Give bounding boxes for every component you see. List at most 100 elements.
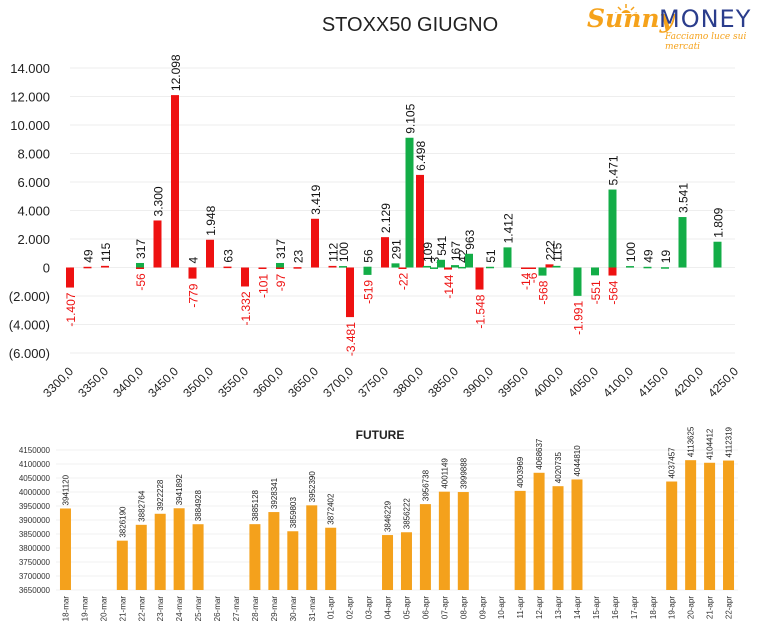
bar — [249, 524, 261, 590]
bar — [83, 266, 92, 269]
bar — [514, 490, 526, 590]
bar — [293, 267, 302, 269]
y-tick-label: 4150000 — [19, 446, 51, 455]
data-label: -564 — [607, 280, 621, 304]
data-label: 222 — [544, 240, 558, 260]
y-tick-label: 3850000 — [19, 530, 51, 539]
x-tick-label: 13-apr — [554, 596, 563, 619]
data-label: 3941892 — [175, 474, 184, 506]
bar — [552, 265, 561, 268]
data-label: 3922228 — [156, 479, 165, 511]
x-tick-label: 3550,0 — [215, 364, 251, 400]
data-label: -101 — [257, 274, 271, 298]
bar — [423, 265, 431, 268]
y-tick-label: 3800000 — [19, 544, 51, 553]
data-label: 4044810 — [573, 445, 582, 477]
x-tick-label: 30-mar — [289, 596, 298, 622]
data-label: -144 — [442, 274, 456, 298]
x-tick-label: 15-apr — [592, 596, 601, 619]
bar — [363, 266, 372, 269]
data-label: 317 — [134, 239, 148, 259]
sun-icon — [615, 2, 637, 13]
x-tick-label: 3500,0 — [180, 364, 216, 400]
bar — [258, 267, 267, 269]
x-tick-label: 3300,0 — [40, 364, 76, 400]
y-tick-label: (2.000) — [9, 289, 50, 304]
bar — [268, 512, 280, 590]
y-tick-label: 2.000 — [17, 232, 50, 247]
x-tick-label: 19-apr — [668, 596, 677, 619]
data-label: 4 — [187, 256, 201, 263]
data-label: 3882764 — [137, 490, 146, 522]
bar — [346, 267, 354, 318]
bar — [573, 267, 582, 296]
x-tick-label: 4100,0 — [600, 364, 636, 400]
data-label: 109 — [421, 242, 435, 262]
bar — [528, 267, 536, 269]
future-title: FUTURE — [356, 428, 405, 442]
bar — [685, 460, 697, 590]
bar — [451, 265, 459, 268]
bar — [66, 267, 74, 288]
y-tick-label: 3700000 — [19, 572, 51, 581]
y-tick-label: 3900000 — [19, 516, 51, 525]
data-label: -519 — [362, 280, 376, 304]
data-label: 23 — [292, 249, 306, 263]
logo-tagline: Facciamo luce sui mercati — [665, 32, 747, 52]
bar — [465, 253, 473, 268]
bar — [382, 535, 394, 590]
y-tick-label: 0 — [43, 261, 50, 276]
bar — [533, 472, 545, 590]
bar — [192, 524, 204, 590]
data-label: -1.991 — [572, 301, 586, 335]
x-tick-label: 20-mar — [99, 596, 108, 622]
data-label: 1.809 — [712, 207, 726, 237]
x-tick-label: 18-apr — [649, 596, 658, 619]
bar — [188, 267, 197, 279]
stoxx50-options-chart: (6.000) (4.000) (2.000) 0 2.000 4.000 6.000 8.0… — [9, 54, 742, 400]
x-tick-label: 3650,0 — [285, 364, 321, 400]
x-tick-label: 21-apr — [706, 596, 715, 619]
data-label: -56 — [134, 273, 148, 291]
bar — [206, 239, 214, 268]
x-tick-label: 4200,0 — [670, 364, 706, 400]
x-tick-label: 4150,0 — [635, 364, 671, 400]
data-label: 4001149 — [440, 458, 449, 489]
data-label: -1.407 — [64, 292, 78, 326]
x-tick-label: 02-apr — [346, 596, 355, 619]
data-label: 3956738 — [421, 469, 430, 501]
y-tick-label: 12.000 — [10, 90, 50, 105]
x-tick-label: 3900,0 — [460, 364, 496, 400]
x-tick-label: 21-mar — [118, 596, 127, 622]
data-label: 4068637 — [535, 438, 544, 470]
x-tick-label: 11-apr — [516, 596, 525, 619]
data-label: -97 — [274, 274, 288, 292]
bar — [430, 267, 438, 269]
y-tick-label: (4.000) — [9, 318, 50, 333]
data-label: 3846229 — [384, 500, 393, 532]
bar — [475, 267, 484, 290]
bar — [405, 137, 414, 268]
data-label: -779 — [187, 283, 201, 307]
x-tick-label: 19-mar — [80, 596, 89, 622]
x-tick-label: 3750,0 — [355, 364, 391, 400]
bar — [306, 505, 318, 590]
bar — [391, 263, 400, 268]
x-tick-label: 18-mar — [61, 596, 70, 622]
y-tick-label: 4100000 — [19, 460, 51, 469]
data-label: -3.481 — [344, 322, 358, 356]
data-label: 3928341 — [270, 477, 279, 509]
x-tick-label: 4250,0 — [705, 364, 741, 400]
data-label: -1.548 — [474, 294, 488, 328]
x-tick-label: 09-apr — [478, 596, 487, 619]
x-tick-label: 12-apr — [535, 596, 544, 619]
data-label: 19 — [659, 250, 673, 264]
data-label: 541 — [435, 235, 449, 255]
data-label: 1.948 — [204, 205, 218, 235]
bar — [608, 189, 617, 268]
bar — [363, 267, 372, 275]
bar — [136, 267, 144, 269]
bar — [400, 532, 412, 590]
y-tick-label: 4000000 — [19, 488, 51, 497]
bar — [704, 462, 716, 590]
